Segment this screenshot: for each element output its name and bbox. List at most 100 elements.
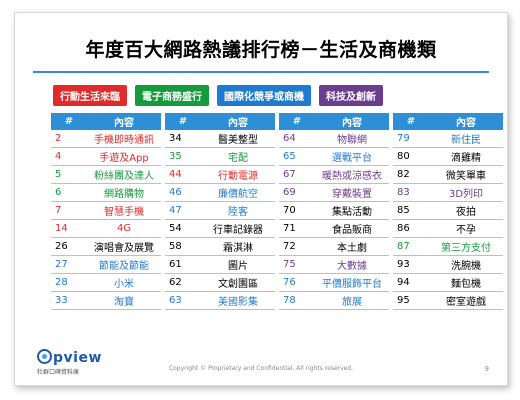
topic-name: 集點活動 <box>315 201 389 220</box>
table-row: 85 夜拍 <box>393 201 503 220</box>
topic-name: 暖熱或涼感衣 <box>315 165 389 184</box>
table-row: 5 粉絲團及達人 <box>51 165 161 184</box>
topic-name: 旅展 <box>315 291 389 310</box>
table-row: 69 穿戴裝置 <box>279 183 389 202</box>
table-header-row: # 內容 <box>51 113 161 130</box>
rank-number: 47 <box>165 201 201 220</box>
topic-name: 淘寶 <box>87 291 161 310</box>
rank-number: 83 <box>393 183 429 202</box>
rank-number: 69 <box>279 183 315 202</box>
topic-name: 微笑單車 <box>429 165 503 184</box>
table-row: 62 文創園區 <box>165 273 275 292</box>
rank-number: 35 <box>165 147 201 166</box>
legend-tech-innovation: 科技及創新 <box>319 85 383 106</box>
rank-number: 46 <box>165 183 201 202</box>
table-row: 28 小米 <box>51 273 161 292</box>
table-row: 46 廉價航空 <box>165 183 275 202</box>
table-row: 79 新住民 <box>393 130 503 148</box>
topic-name: 選戰平台 <box>315 147 389 166</box>
table-row: 14 4G <box>51 219 161 238</box>
topic-name: 本土劇 <box>315 237 389 256</box>
ranking-table-4: # 內容 79 新住民 80 滴雞精 82 微笑單車 83 3D列印 85 夜拍 86 不孕 87 第三方支付… <box>393 113 503 310</box>
table-row: 61 圖片 <box>165 255 275 274</box>
topic-name: 食品販商 <box>315 219 389 238</box>
topic-name: 洗腕機 <box>429 255 503 274</box>
header-item: 內容 <box>429 113 503 130</box>
rank-number: 27 <box>51 255 87 274</box>
rank-number: 72 <box>279 237 315 256</box>
rank-number: 4 <box>51 147 87 166</box>
topic-name: 宅配 <box>201 147 275 166</box>
table-row: 6 網路購物 <box>51 183 161 202</box>
slide-title: 年度百大網路熱議排行榜－生活及商機類 <box>85 39 437 61</box>
topic-name: 手遊及App <box>87 147 161 166</box>
copyright-text: Copyright © Proprietary and Confidential… <box>168 365 354 372</box>
logo-subtitle: 杜群口碑資料庫 <box>37 369 80 376</box>
table-row: 63 美國影集 <box>165 291 275 310</box>
rank-number: 28 <box>51 273 87 292</box>
table-row: 95 密室遊戲 <box>393 291 503 310</box>
topic-name: 大數據 <box>315 255 389 274</box>
table-row: 71 食品販商 <box>279 219 389 238</box>
topic-name: 4G <box>87 219 161 238</box>
logo-wordmark: pview <box>53 350 102 366</box>
topic-name: 手機即時通訊 <box>87 130 161 148</box>
topic-name: 夜拍 <box>429 201 503 220</box>
rank-number: 76 <box>279 273 315 292</box>
rank-number: 62 <box>165 273 201 292</box>
ranking-table-1: # 內容 2 手機即時通訊 4 手遊及App 5 粉絲團及達人 6 網路購物 7 智慧手機 14 4G 26… <box>51 113 161 310</box>
header-num: # <box>279 113 315 130</box>
rank-number: 93 <box>393 255 429 274</box>
table-row: 75 大數據 <box>279 255 389 274</box>
topic-name: 平價服飾平台 <box>315 273 389 292</box>
table-row: 44 行動電源 <box>165 165 275 184</box>
ranking-table-2: # 內容 34 醫美整型 35 宅配 44 行動電源 46 廉價航空 47 陸客 54 行車記錄器 58 霜淇… <box>165 113 275 310</box>
table-row: 47 陸客 <box>165 201 275 220</box>
title-underline <box>33 71 489 73</box>
topic-name: 圖片 <box>201 255 275 274</box>
topic-name: 新住民 <box>429 130 503 148</box>
table-row: 33 淘寶 <box>51 291 161 310</box>
ranking-tables: # 內容 2 手機即時通訊 4 手遊及App 5 粉絲團及達人 6 網路購物 7 智慧手機 14 4G 26… <box>51 113 503 310</box>
table-row: 35 宅配 <box>165 147 275 166</box>
table-row: 93 洗腕機 <box>393 255 503 274</box>
rank-number: 63 <box>165 291 201 310</box>
header-item: 內容 <box>87 113 161 130</box>
rank-number: 14 <box>51 219 87 238</box>
rank-number: 6 <box>51 183 87 202</box>
topic-name: 粉絲團及達人 <box>87 165 161 184</box>
logo-mark-icon <box>37 349 52 364</box>
table-row: 70 集點活動 <box>279 201 389 220</box>
slide: 年度百大網路熱議排行榜－生活及商機類 行動生活來臨 電子商務盛行 國際化競爭或商… <box>14 12 508 386</box>
legend-international: 國際化競爭或商機 <box>217 85 311 106</box>
opview-logo: pview 杜群口碑資料庫 <box>37 349 102 376</box>
rank-number: 61 <box>165 255 201 274</box>
rank-number: 7 <box>51 201 87 220</box>
rank-number: 75 <box>279 255 315 274</box>
table-row: 54 行車記錄器 <box>165 219 275 238</box>
rank-number: 67 <box>279 165 315 184</box>
rank-number: 64 <box>279 130 315 148</box>
topic-name: 美國影集 <box>201 291 275 310</box>
rank-number: 87 <box>393 237 429 256</box>
table-row: 27 節能及節能 <box>51 255 161 274</box>
rank-number: 79 <box>393 130 429 148</box>
topic-name: 第三方支付 <box>429 237 503 256</box>
table-header-row: # 內容 <box>393 113 503 130</box>
legend-ecommerce: 電子商務盛行 <box>135 85 209 106</box>
rank-number: 78 <box>279 291 315 310</box>
rank-number: 71 <box>279 219 315 238</box>
header-num: # <box>51 113 87 130</box>
topic-name: 節能及節能 <box>87 255 161 274</box>
table-row: 78 旅展 <box>279 291 389 310</box>
header-item: 內容 <box>315 113 389 130</box>
rank-number: 58 <box>165 237 201 256</box>
rank-number: 5 <box>51 165 87 184</box>
table-row: 72 本土劇 <box>279 237 389 256</box>
table-row: 94 麵包機 <box>393 273 503 292</box>
rank-number: 54 <box>165 219 201 238</box>
rank-number: 82 <box>393 165 429 184</box>
table-row: 7 智慧手機 <box>51 201 161 220</box>
rank-number: 86 <box>393 219 429 238</box>
table-row: 58 霜淇淋 <box>165 237 275 256</box>
